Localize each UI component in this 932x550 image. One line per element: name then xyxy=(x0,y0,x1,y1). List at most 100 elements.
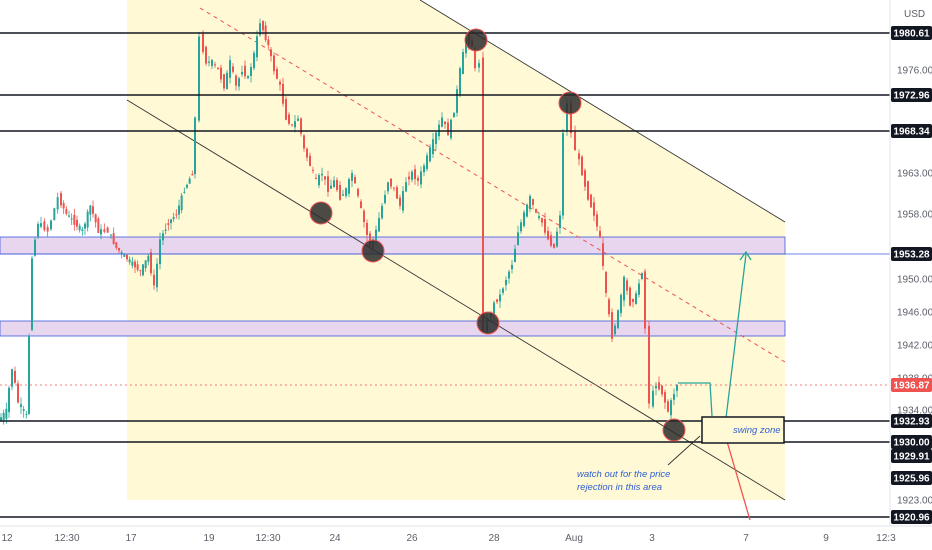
price-level-tag-label: 1932.93 xyxy=(893,417,930,428)
candle-body xyxy=(435,132,437,144)
x-axis-ticks[interactable]: 12 12:30 17 19 12:30 24 26 28 Aug 3 7 9 12:3 xyxy=(1,533,896,544)
candle-body xyxy=(324,176,326,180)
candle-body xyxy=(315,177,317,179)
candle-body xyxy=(393,187,395,189)
candle-body xyxy=(345,188,347,197)
price-level-tag xyxy=(891,124,932,138)
support-zone-middle xyxy=(0,320,786,337)
candle-body xyxy=(387,182,389,192)
candle-body xyxy=(526,204,528,217)
candle-body xyxy=(306,148,308,158)
candle-body xyxy=(159,239,161,265)
candle-body xyxy=(426,155,428,169)
candle-body xyxy=(267,39,270,46)
x-tick-label: 7 xyxy=(743,533,749,544)
note-line-2: rejection in this area xyxy=(577,482,662,493)
candle-body xyxy=(172,217,175,220)
candle-body xyxy=(505,280,507,286)
candle-body xyxy=(339,184,341,200)
x-tick-label: 17 xyxy=(125,533,137,544)
candle-body xyxy=(553,243,555,248)
x-tick-label: 12 xyxy=(1,533,13,544)
x-tick-label: 12:3 xyxy=(876,533,896,544)
candle-body xyxy=(162,233,164,241)
candle-body xyxy=(499,294,501,302)
candle-body xyxy=(390,178,392,187)
candle-body xyxy=(273,55,275,72)
candle-body xyxy=(118,248,120,251)
candle-body xyxy=(164,229,167,231)
candle-body xyxy=(144,260,147,269)
candle-body xyxy=(375,229,377,242)
candle-body xyxy=(414,169,416,180)
candle-body xyxy=(381,205,383,219)
price-level-tag xyxy=(891,88,932,102)
candle-body xyxy=(279,81,281,85)
candle-body xyxy=(459,68,461,95)
candle-body xyxy=(205,46,207,64)
price-level-tag-label: 1972.96 xyxy=(893,91,930,102)
x-tick-label: 28 xyxy=(488,533,500,544)
candle-body xyxy=(556,231,558,247)
price-level-tag xyxy=(891,471,932,485)
candle-body xyxy=(106,227,109,233)
swing-high-marker xyxy=(464,28,488,52)
candle-body xyxy=(574,131,576,151)
swing-high-marker xyxy=(558,91,582,115)
candle-body xyxy=(366,222,368,235)
y-tick-label: 1958.00 xyxy=(897,210,932,221)
candle-body xyxy=(384,194,386,204)
candle-body xyxy=(351,173,353,181)
x-tick-label: 9 xyxy=(823,533,829,544)
candle-body xyxy=(648,325,650,404)
resistance-zone-upper xyxy=(0,236,786,255)
candle-body xyxy=(590,194,592,208)
candle-body xyxy=(309,155,311,166)
candle-body xyxy=(655,386,657,389)
candle-body xyxy=(673,394,675,400)
candle-body xyxy=(147,255,150,262)
swing-zone-label: swing zone xyxy=(733,425,781,436)
candle-body xyxy=(676,384,678,391)
candle-body xyxy=(408,176,410,180)
candle-body xyxy=(652,390,654,407)
candle-body xyxy=(354,177,356,184)
candle-body xyxy=(25,414,28,416)
candle-body xyxy=(256,36,258,58)
candle-body xyxy=(288,114,290,124)
candle-body xyxy=(667,401,669,412)
price-level-tag-label: 1929.91 xyxy=(893,452,930,463)
current-price-tag-label: 1936.87 xyxy=(893,381,930,392)
candle-body xyxy=(110,234,112,236)
price-level-tag-label: 1930.00 xyxy=(893,438,930,449)
price-level-tag-label: 1980.61 xyxy=(893,29,930,40)
candle-body xyxy=(198,36,200,121)
candle-body xyxy=(241,71,243,75)
candle-body xyxy=(28,335,30,414)
candle-body xyxy=(444,121,446,125)
candle-body xyxy=(566,103,568,132)
candle-body xyxy=(318,175,320,186)
candle-body xyxy=(94,214,97,223)
candle-body xyxy=(150,252,152,274)
candle-body xyxy=(139,270,142,272)
candle-body xyxy=(417,177,419,181)
candle-body xyxy=(562,132,564,216)
candle-body xyxy=(511,264,513,270)
candle-body xyxy=(194,117,196,175)
candle-body xyxy=(644,271,646,329)
y-tick-label: 1923.00 xyxy=(897,496,932,507)
price-level-tag xyxy=(891,414,932,428)
candle-body xyxy=(43,221,46,231)
candle-body xyxy=(578,153,580,160)
candle-body xyxy=(432,139,434,155)
candle-body xyxy=(321,173,323,176)
candle-body xyxy=(217,67,219,70)
candle-body xyxy=(142,264,144,276)
candle-body xyxy=(202,33,204,52)
candle-body xyxy=(178,205,180,215)
candle-body xyxy=(605,272,607,294)
candle-body xyxy=(420,171,422,185)
candle-body xyxy=(214,64,216,66)
